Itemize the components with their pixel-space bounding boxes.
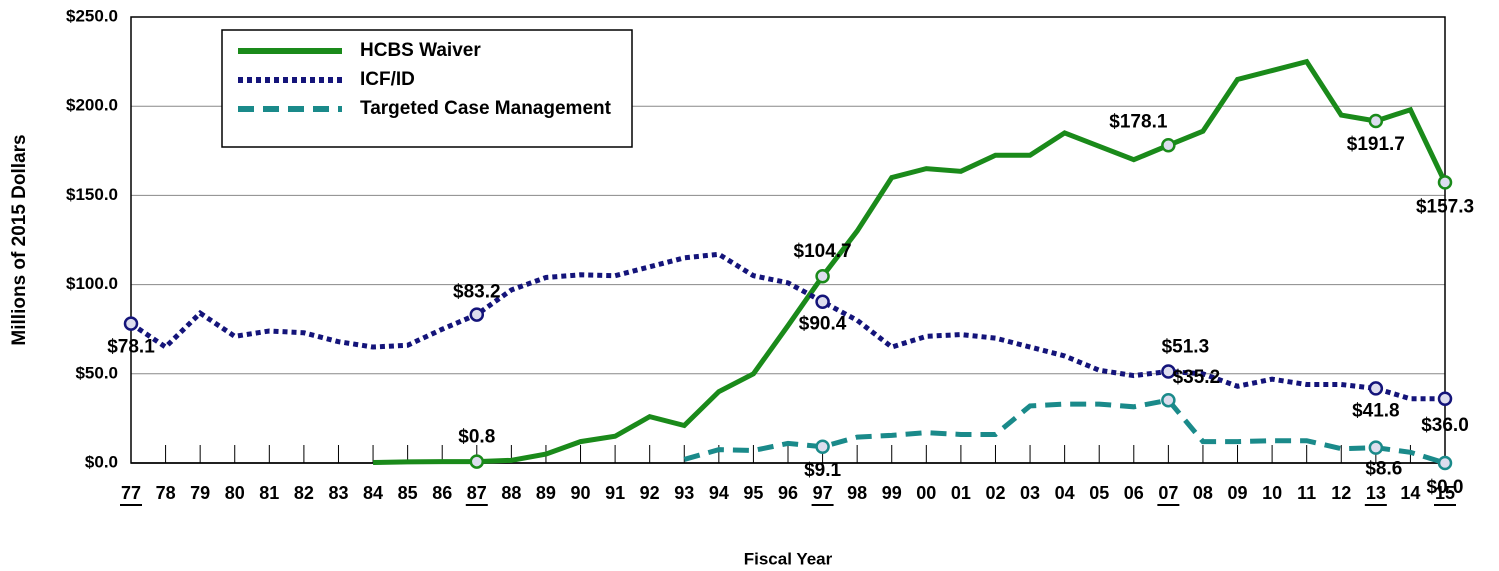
legend-label: HCBS Waiver [360, 40, 481, 61]
x-tick-label: 95 [743, 483, 763, 503]
x-tick-label: 79 [190, 483, 210, 503]
point-marker [815, 268, 830, 284]
x-tick-label: 82 [294, 483, 314, 503]
x-tick-label: 93 [674, 483, 694, 503]
x-tick-label: 84 [363, 483, 383, 503]
series-line [129, 251, 1445, 402]
point-marker [1161, 364, 1176, 379]
point-marker [815, 294, 830, 309]
series-line [683, 397, 1446, 466]
x-tick-label: 08 [1193, 483, 1213, 503]
x-tick-label: 13 [1366, 483, 1386, 503]
x-axis-title: Fiscal Year [744, 549, 833, 568]
y-tick-label: $250.0 [66, 6, 118, 25]
y-tick-label: $150.0 [66, 185, 118, 204]
point-marker [1437, 455, 1453, 471]
point-marker [815, 439, 830, 455]
x-tick-label: 02 [985, 483, 1005, 503]
x-tick-label: 81 [259, 483, 279, 503]
y-tick-label: $200.0 [66, 96, 118, 115]
value-label: $104.7 [794, 241, 852, 262]
x-tick-label: 03 [1020, 483, 1040, 503]
point-marker [469, 454, 485, 469]
x-tick-label: 11 [1297, 483, 1316, 503]
value-label: $41.8 [1352, 400, 1400, 421]
x-tick-label: 97 [813, 483, 833, 503]
series-line [373, 58, 1448, 465]
x-tick-label: 78 [156, 483, 176, 503]
legend-label: ICF/ID [360, 69, 415, 90]
value-label: $78.1 [107, 337, 155, 358]
x-tick-label: 04 [1055, 483, 1075, 503]
x-tick-label: 12 [1331, 483, 1351, 503]
value-label: $36.0 [1421, 415, 1469, 436]
x-tick-label: 05 [1089, 483, 1109, 503]
x-tick-label: 77 [121, 483, 141, 503]
point-marker [1161, 392, 1176, 408]
x-tick-label: 86 [432, 483, 452, 503]
point-marker [1368, 440, 1384, 455]
x-tick-label: 01 [951, 483, 971, 503]
point-marker [123, 316, 139, 331]
x-tick-label: 09 [1228, 483, 1248, 503]
point-marker [1161, 138, 1176, 153]
x-tick-label: 87 [467, 483, 487, 503]
x-tick-label: 99 [882, 483, 902, 503]
value-label: $8.6 [1365, 459, 1402, 480]
x-tick-label: 96 [778, 483, 798, 503]
x-tick-label: 15 [1435, 483, 1455, 503]
value-label: $51.3 [1162, 336, 1210, 357]
value-label: $178.1 [1109, 111, 1168, 132]
y-tick-label: $50.0 [75, 363, 118, 382]
x-tick-label: 89 [536, 483, 556, 503]
y-tick-label: $100.0 [66, 274, 118, 293]
value-label: $35.2 [1173, 367, 1221, 388]
x-tick-label: 83 [328, 483, 348, 503]
x-tick-label: 00 [916, 483, 936, 503]
x-tick-label: 85 [398, 483, 418, 503]
value-label: $0.8 [458, 427, 495, 448]
x-tick-label: 90 [571, 483, 591, 503]
x-tick-label: 91 [605, 483, 625, 503]
x-tick-label: 07 [1158, 483, 1178, 503]
value-label: $90.4 [799, 314, 847, 335]
point-marker [469, 307, 485, 322]
value-label: $191.7 [1347, 134, 1405, 155]
x-tick-label: 06 [1124, 483, 1144, 503]
x-tick-label: 88 [501, 483, 521, 503]
x-tick-label: 80 [225, 483, 245, 503]
x-tick-label: 92 [640, 483, 660, 503]
y-tick-label: $0.0 [85, 452, 118, 471]
x-tick-label: 98 [847, 483, 867, 503]
y-axis-title: Millions of 2015 Dollars [9, 134, 30, 345]
legend-label: Targeted Case Management [360, 98, 612, 119]
point-marker [1368, 113, 1384, 129]
value-label: $0.0 [1427, 477, 1464, 498]
x-tick-label: 94 [709, 483, 729, 503]
point-marker [1437, 175, 1453, 190]
value-label: $157.3 [1416, 196, 1474, 217]
value-label: $9.1 [804, 460, 841, 481]
value-label: $83.2 [453, 282, 501, 303]
point-marker [1437, 391, 1453, 407]
x-tick-label: 10 [1262, 483, 1282, 503]
point-marker [1368, 381, 1384, 396]
x-tick-label: 14 [1400, 483, 1420, 503]
